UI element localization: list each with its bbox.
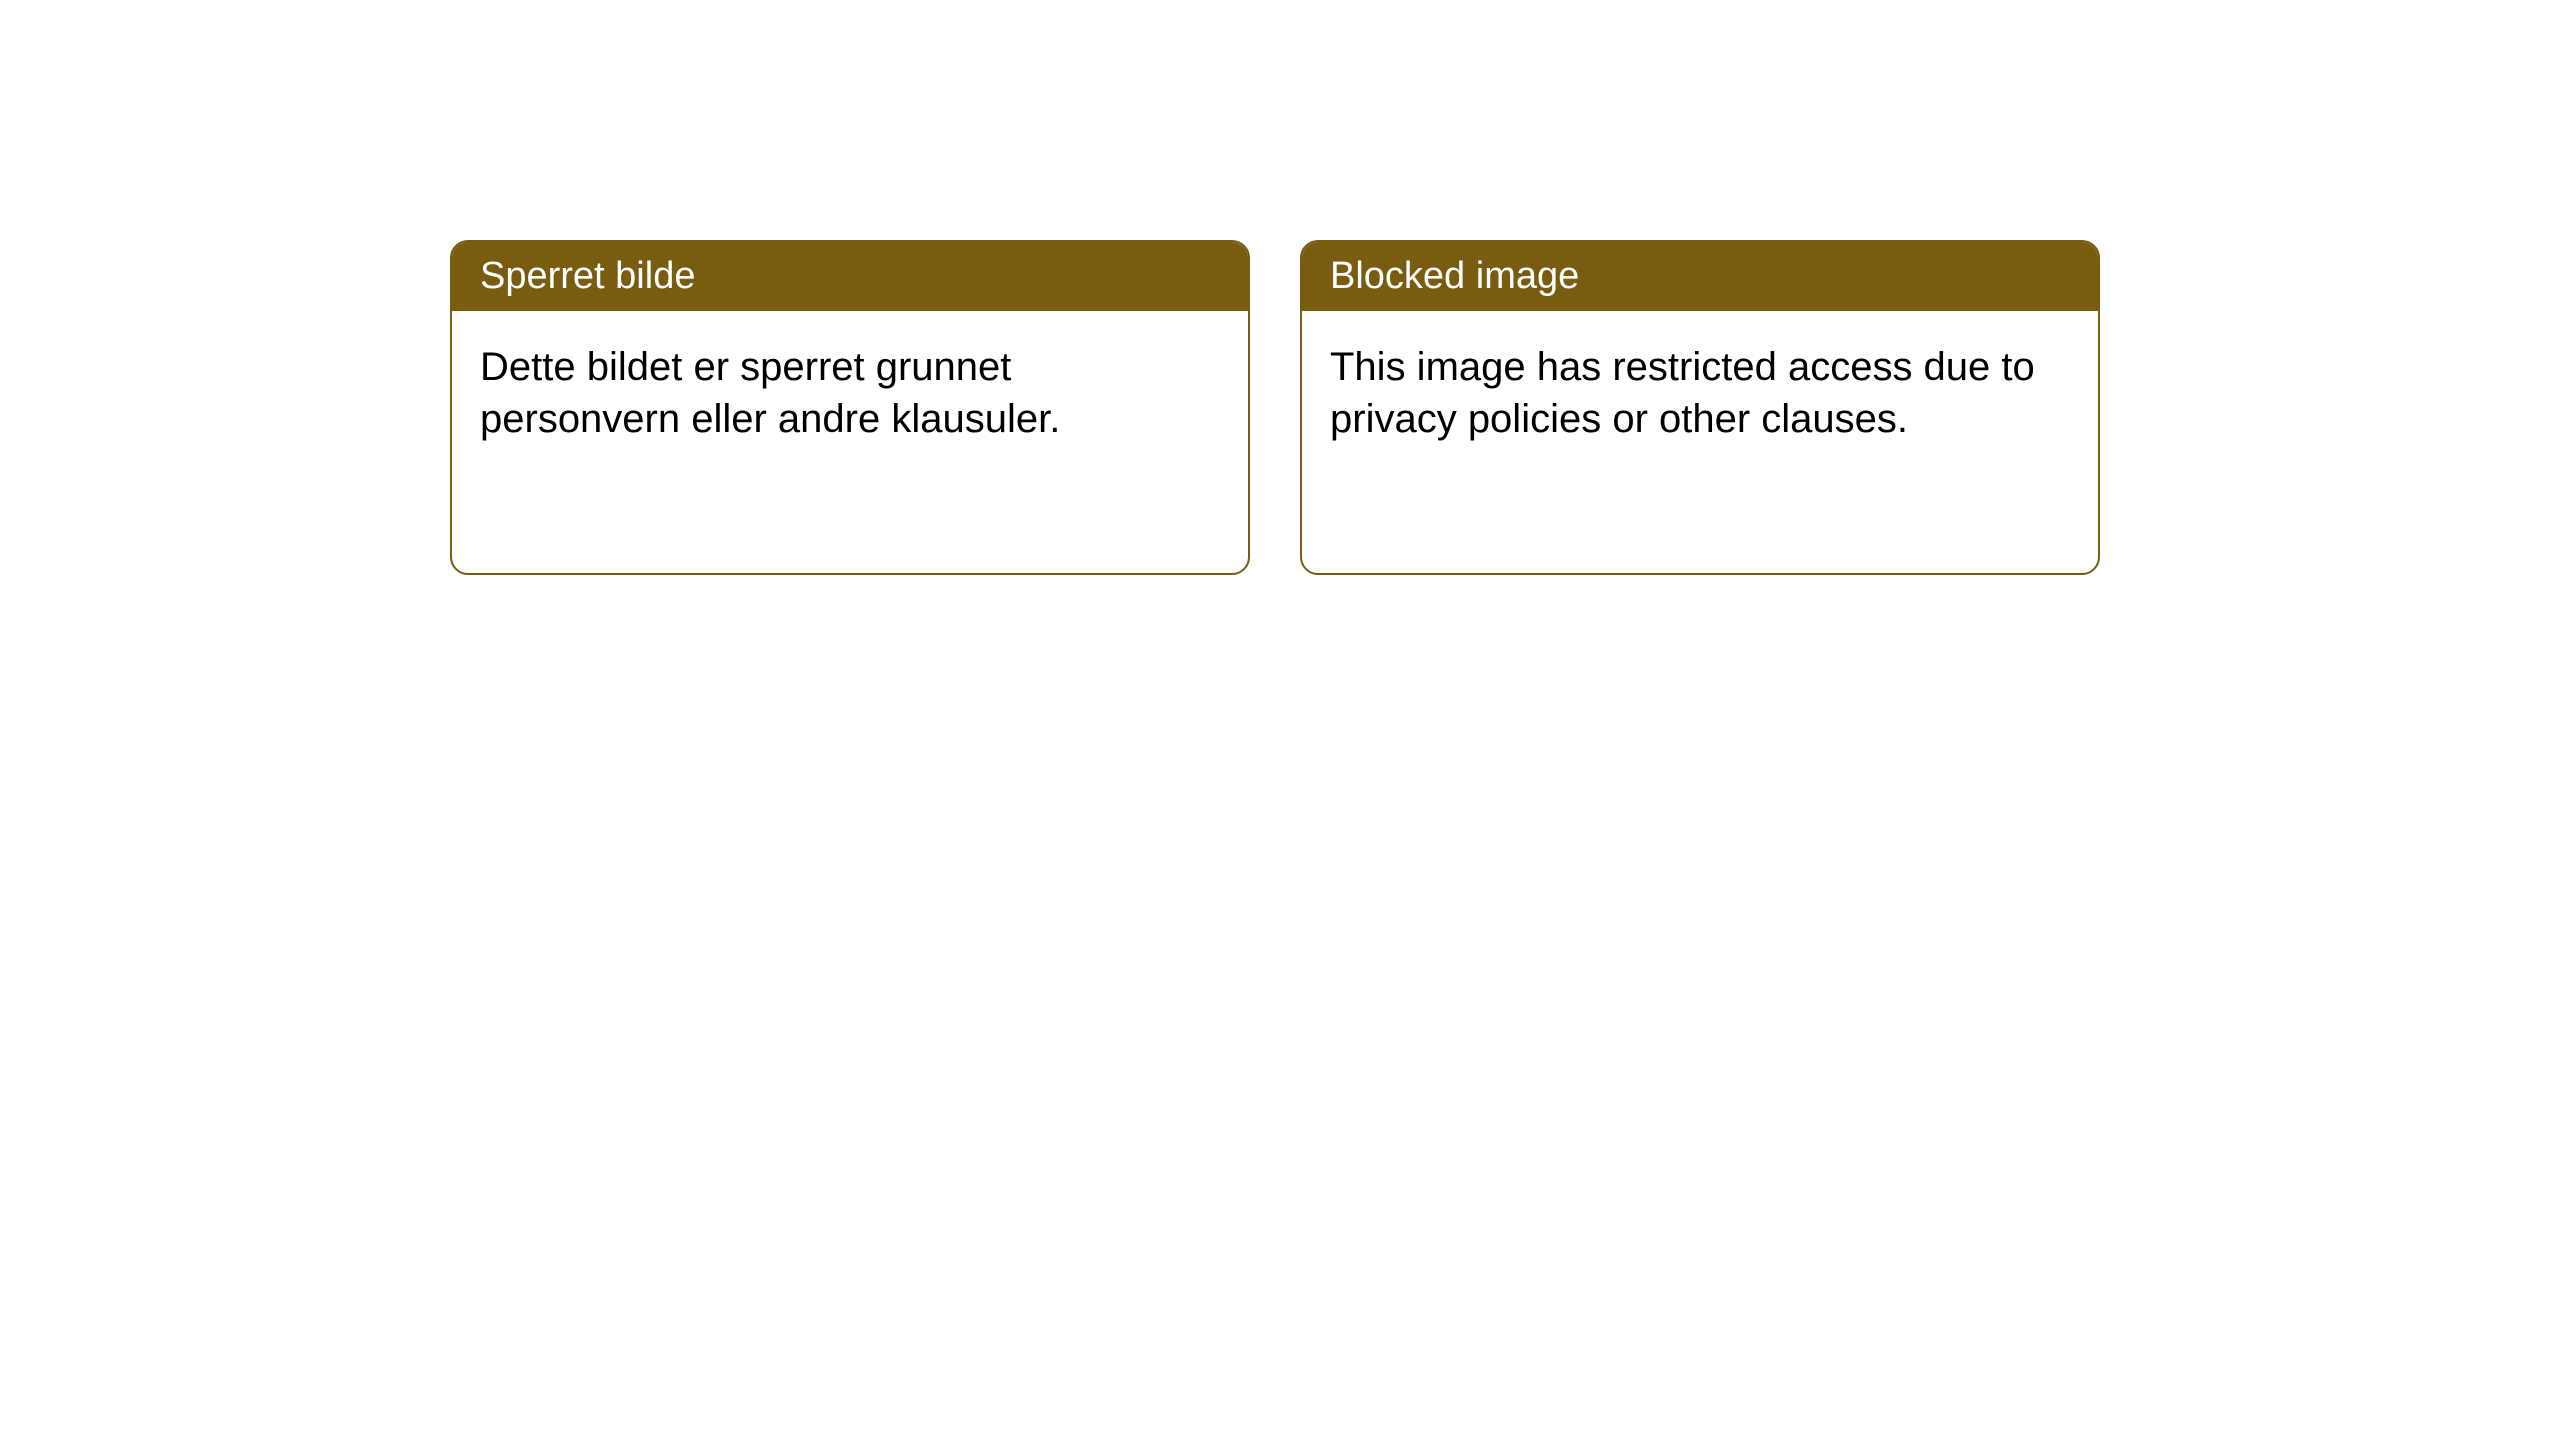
notice-body: This image has restricted access due to … xyxy=(1302,311,2098,475)
notice-header: Blocked image xyxy=(1302,242,2098,311)
notice-cards-container: Sperret bilde Dette bildet er sperret gr… xyxy=(450,240,2100,575)
notice-card-norwegian: Sperret bilde Dette bildet er sperret gr… xyxy=(450,240,1250,575)
notice-body: Dette bildet er sperret grunnet personve… xyxy=(452,311,1248,475)
notice-card-english: Blocked image This image has restricted … xyxy=(1300,240,2100,575)
notice-header: Sperret bilde xyxy=(452,242,1248,311)
